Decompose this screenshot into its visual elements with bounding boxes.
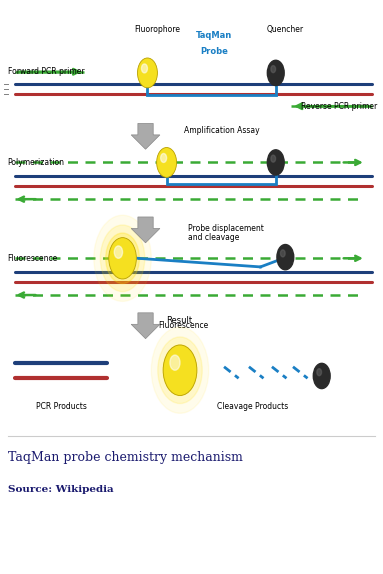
Text: TaqMan: TaqMan: [196, 31, 232, 40]
Text: Amplification Assay: Amplification Assay: [184, 126, 259, 135]
Text: and cleavage: and cleavage: [188, 233, 239, 242]
Text: Probe displacement: Probe displacement: [188, 224, 264, 233]
Circle shape: [267, 150, 284, 175]
Circle shape: [106, 233, 139, 284]
FancyArrow shape: [131, 123, 160, 149]
FancyArrow shape: [131, 217, 160, 243]
Circle shape: [313, 363, 330, 389]
Text: Polymerization: Polymerization: [8, 158, 65, 167]
Circle shape: [267, 60, 284, 86]
Circle shape: [158, 337, 202, 404]
Text: Cleavage Products: Cleavage Products: [217, 402, 288, 411]
Text: Probe: Probe: [201, 46, 228, 56]
Circle shape: [160, 153, 167, 162]
Circle shape: [109, 238, 136, 279]
Circle shape: [280, 250, 285, 257]
Text: Forward PCR primer: Forward PCR primer: [8, 67, 84, 76]
Circle shape: [94, 215, 151, 301]
Circle shape: [163, 345, 197, 395]
Circle shape: [157, 148, 177, 177]
FancyArrow shape: [131, 313, 160, 339]
Text: Reverse PCR primer: Reverse PCR primer: [301, 102, 377, 111]
Circle shape: [317, 369, 322, 376]
Circle shape: [271, 155, 276, 162]
Text: PCR Products: PCR Products: [36, 402, 87, 411]
Circle shape: [100, 225, 145, 292]
Circle shape: [141, 64, 147, 73]
Circle shape: [137, 58, 157, 88]
Circle shape: [114, 246, 123, 258]
Text: Fluorophore: Fluorophore: [134, 25, 180, 34]
Circle shape: [277, 245, 294, 270]
Text: TaqMan probe chemistry mechanism: TaqMan probe chemistry mechanism: [8, 451, 242, 464]
Circle shape: [271, 65, 276, 73]
Text: Fluorescence: Fluorescence: [8, 254, 58, 263]
Text: Result: Result: [167, 316, 193, 325]
Circle shape: [170, 355, 180, 370]
Text: Fluorescence: Fluorescence: [159, 321, 209, 330]
Text: Source: Wikipedia: Source: Wikipedia: [8, 485, 113, 494]
Circle shape: [151, 327, 209, 413]
Circle shape: [163, 345, 197, 395]
Text: Quencher: Quencher: [267, 25, 304, 34]
